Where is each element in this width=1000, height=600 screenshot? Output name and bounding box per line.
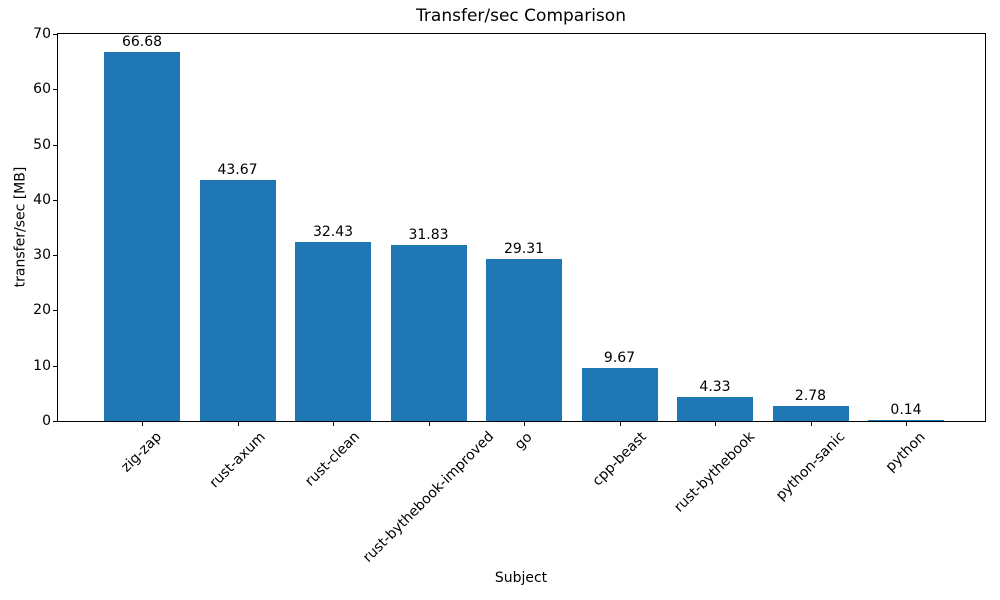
y-tick-label: 30	[33, 247, 51, 263]
x-tick-mark	[524, 422, 525, 426]
bar-value-label: 43.67	[217, 162, 258, 178]
chart-title: Transfer/sec Comparison	[416, 6, 626, 26]
bar-value-label: 0.14	[890, 402, 922, 418]
y-tick-label: 60	[33, 81, 51, 97]
x-tick-label: python	[882, 429, 929, 476]
y-tick-mark	[53, 200, 57, 201]
x-tick-mark	[429, 422, 430, 426]
x-tick-label: rust-axum	[206, 429, 269, 492]
x-tick-mark	[906, 422, 907, 426]
y-tick-label: 0	[42, 413, 51, 429]
plot-area	[57, 33, 986, 422]
bar-value-label: 4.33	[699, 379, 731, 395]
y-axis-label: transfer/sec [MB]	[12, 166, 29, 288]
bar-value-label: 31.83	[408, 227, 449, 243]
x-tick-label: rust-bythebook-improved	[359, 428, 497, 566]
x-tick-label: go	[511, 429, 536, 453]
bar-value-label: 32.43	[312, 224, 354, 240]
y-tick-mark	[53, 89, 57, 90]
x-tick-label: cpp-beast	[588, 428, 650, 490]
y-tick-mark	[53, 366, 57, 367]
y-tick-mark	[53, 310, 57, 311]
bar	[582, 368, 658, 421]
x-tick-mark	[142, 422, 143, 426]
x-tick-mark	[333, 422, 334, 426]
y-tick-label: 50	[33, 137, 51, 153]
x-tick-label: zig-zap	[118, 428, 165, 476]
y-tick-label: 70	[33, 26, 51, 42]
x-axis-label: Subject	[494, 570, 548, 586]
y-tick-label: 40	[33, 192, 51, 208]
bar	[868, 420, 944, 421]
bar-value-label: 9.67	[603, 350, 636, 366]
y-tick-mark	[53, 421, 57, 422]
bar	[773, 406, 849, 421]
y-tick-mark	[53, 34, 57, 35]
bar-value-label: 66.68	[121, 34, 163, 50]
bar	[295, 242, 371, 421]
bar-value-label: 2.78	[794, 388, 827, 404]
bar	[200, 180, 276, 421]
y-tick-mark	[53, 255, 57, 256]
bar	[391, 245, 467, 421]
bar	[104, 52, 180, 421]
x-tick-label: rust-clean	[302, 428, 364, 490]
y-tick-label: 20	[33, 302, 51, 318]
x-tick-mark	[238, 422, 239, 426]
bar	[677, 397, 753, 421]
x-tick-label: rust-bythebook	[671, 428, 759, 516]
x-tick-mark	[620, 422, 621, 426]
x-tick-label: python-sanic	[772, 428, 848, 504]
x-tick-mark	[715, 422, 716, 426]
x-tick-mark	[811, 422, 812, 426]
bar-value-label: 29.31	[503, 241, 545, 257]
bar	[486, 259, 562, 421]
y-tick-mark	[53, 145, 57, 146]
y-tick-label: 10	[33, 358, 51, 374]
